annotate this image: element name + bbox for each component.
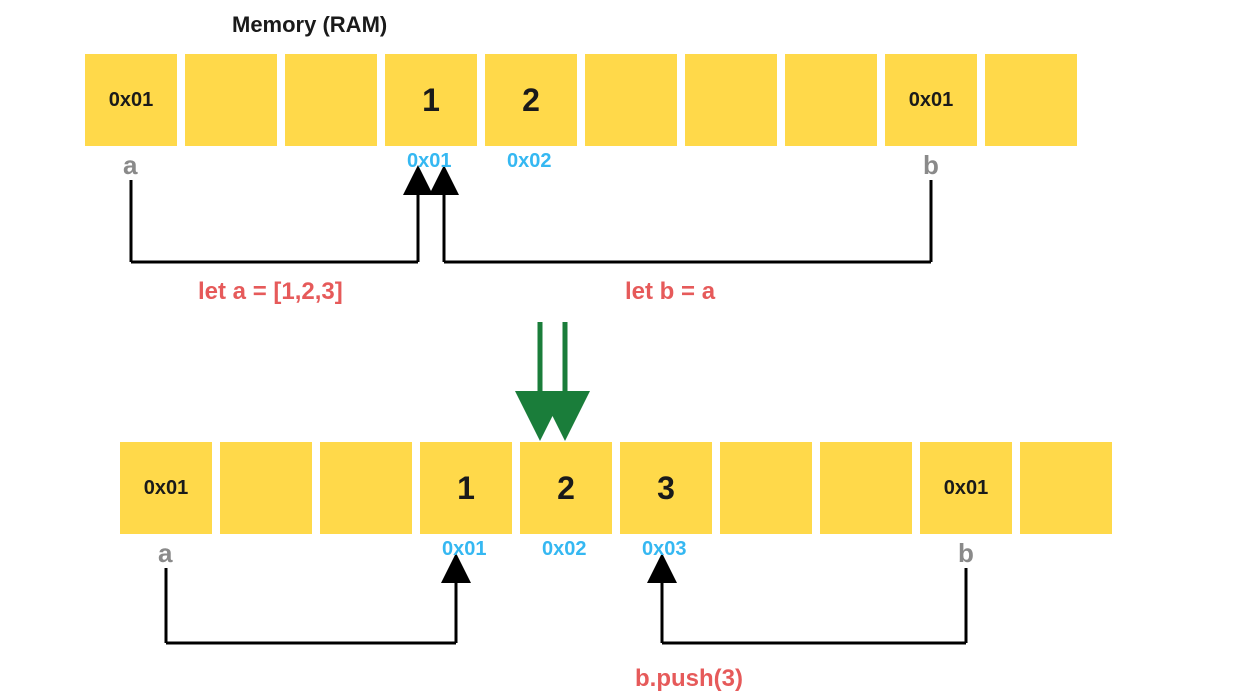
memory-cell — [785, 54, 877, 146]
memory-row-1: 0x01 12 0x01 — [85, 54, 1077, 146]
address-label: 0x01 — [407, 150, 452, 173]
memory-cell: 0x01 — [120, 442, 212, 534]
memory-cell — [685, 54, 777, 146]
address-label: 0x01 — [442, 538, 487, 561]
memory-cell — [220, 442, 312, 534]
memory-cell: 1 — [420, 442, 512, 534]
variable-label: a — [123, 150, 137, 181]
address-label: 0x03 — [642, 538, 687, 561]
memory-row-2: 0x01 123 0x01 — [120, 442, 1112, 534]
memory-cell: 0x01 — [85, 54, 177, 146]
memory-cell: 2 — [520, 442, 612, 534]
memory-cell — [185, 54, 277, 146]
variable-label: b — [923, 150, 939, 181]
address-label: 0x02 — [507, 150, 552, 173]
memory-cell — [285, 54, 377, 146]
code-label: let a = [1,2,3] — [198, 278, 343, 306]
diagram-title: Memory (RAM) — [232, 12, 387, 38]
memory-cell: 1 — [385, 54, 477, 146]
variable-label: a — [158, 538, 172, 569]
memory-cell — [985, 54, 1077, 146]
memory-cell: 3 — [620, 442, 712, 534]
memory-cell: 0x01 — [920, 442, 1012, 534]
variable-label: b — [958, 538, 974, 569]
address-label: 0x02 — [542, 538, 587, 561]
memory-cell: 0x01 — [885, 54, 977, 146]
memory-cell — [320, 442, 412, 534]
memory-cell — [820, 442, 912, 534]
code-label: let b = a — [625, 278, 715, 306]
memory-cell — [1020, 442, 1112, 534]
code-label: b.push(3) — [635, 665, 743, 693]
memory-cell — [720, 442, 812, 534]
memory-cell — [585, 54, 677, 146]
memory-cell: 2 — [485, 54, 577, 146]
